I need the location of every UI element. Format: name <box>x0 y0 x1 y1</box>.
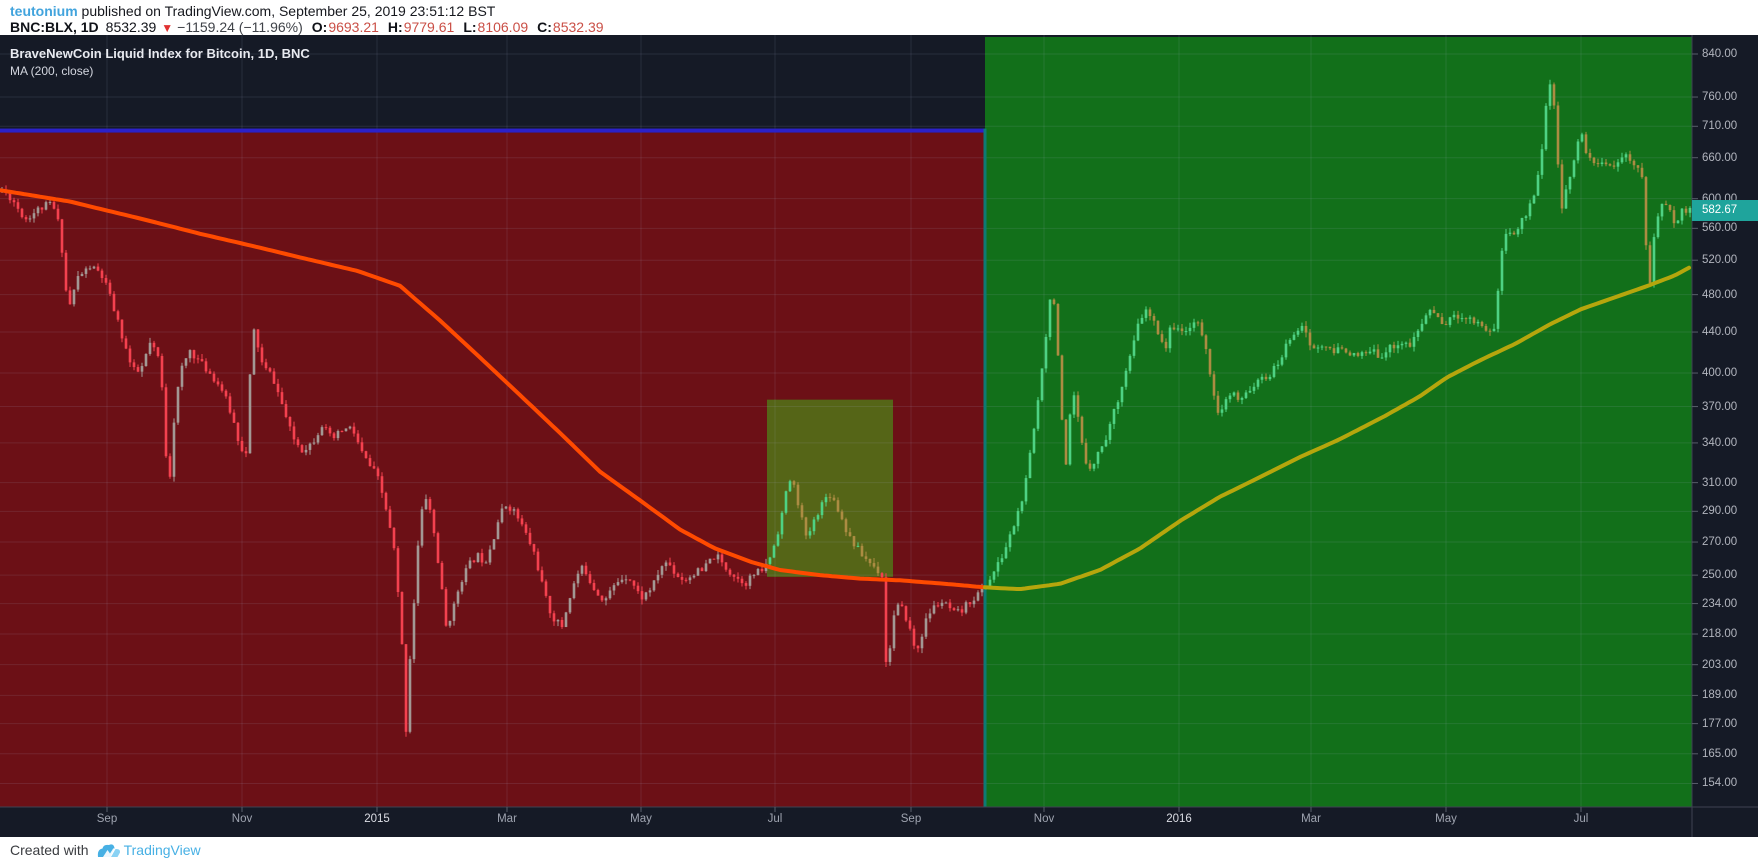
price-axis-label: 290.00 <box>1702 505 1738 518</box>
price-axis-label: 234.00 <box>1702 597 1738 610</box>
price-axis-label: 560.00 <box>1702 222 1738 235</box>
time-axis-label: May <box>1435 813 1457 825</box>
price-down-icon: ▼ <box>161 21 174 35</box>
symbol-label[interactable]: BNC:BLX, 1D <box>10 19 99 35</box>
close-value: 8532.39 <box>552 19 604 35</box>
time-axis-label: Jul <box>767 813 783 825</box>
price-axis-label: 340.00 <box>1702 436 1738 449</box>
price-axis-label: 165.00 <box>1702 747 1738 760</box>
price-axis-label: 760.00 <box>1702 91 1738 104</box>
low-value: 8106.09 <box>477 19 529 35</box>
ma200-bear-segment <box>0 188 986 590</box>
time-axis-label: Mar <box>497 813 517 825</box>
blue-resistance-line[interactable] <box>0 128 985 133</box>
price-axis-label: 520.00 <box>1702 254 1738 267</box>
time-axis-label: Mar <box>1301 813 1321 825</box>
price-axis-label: 660.00 <box>1702 151 1738 164</box>
symbol-status-bar: BNC:BLX, 1D 8532.39 ▼ −1159.24 (−11.96%) O:9… <box>10 19 604 35</box>
time-axis-label: 2016 <box>1166 813 1192 825</box>
price-axis-label: 218.00 <box>1702 628 1738 641</box>
low-label: L: <box>463 19 477 35</box>
price-axis-label: 370.00 <box>1702 400 1738 413</box>
created-with-text: Created with <box>10 842 89 858</box>
price-axis-label: 189.00 <box>1702 689 1738 702</box>
price-axis-label: 310.00 <box>1702 476 1738 489</box>
time-axis-label: Sep <box>96 813 118 825</box>
price-axis-label: 840.00 <box>1702 48 1738 60</box>
candlestick-series <box>0 79 1692 737</box>
price-axis-label: 710.00 <box>1702 120 1738 133</box>
publish-info: teutonium published on TradingView.com, … <box>10 3 495 19</box>
high-label: H: <box>387 19 403 35</box>
time-axis-label: Nov <box>1033 813 1055 825</box>
chart-title: BraveNewCoin Liquid Index for Bitcoin, 1… <box>10 46 310 61</box>
indicator-label[interactable]: MA (200, close) <box>10 64 94 78</box>
price-axis-label: 203.00 <box>1702 658 1738 671</box>
last-price-tag: 582.67 <box>1692 200 1758 222</box>
price-axis-label: 177.00 <box>1702 717 1738 730</box>
open-label: O: <box>311 19 328 35</box>
publish-text: published on TradingView.com, September … <box>77 3 496 19</box>
price-axis-label: 250.00 <box>1702 569 1738 582</box>
trend-divider-line[interactable] <box>983 128 987 808</box>
time-axis-label: Jul <box>1573 813 1589 825</box>
high-value: 9779.61 <box>403 19 455 35</box>
time-axis-label: May <box>630 813 652 825</box>
grid-lines <box>0 35 1692 807</box>
price-axis-label: 270.00 <box>1702 536 1738 549</box>
price-axis-label: 400.00 <box>1702 367 1738 380</box>
open-value: 9693.21 <box>328 19 379 35</box>
price-axis-label: 440.00 <box>1702 326 1738 339</box>
tradingview-brand-link[interactable]: TradingView <box>123 842 201 858</box>
pane-borders <box>0 35 1758 837</box>
time-axis-label: Sep <box>900 813 922 825</box>
trend-regions <box>0 37 1692 808</box>
time-axis-label: Nov <box>231 813 253 825</box>
username-link[interactable]: teutonium <box>10 3 78 19</box>
last-price-value: 8532.39 <box>105 19 157 35</box>
price-axis-label: 154.00 <box>1702 777 1738 790</box>
close-label: C: <box>537 19 552 35</box>
highlight-box <box>767 399 893 577</box>
time-axis-label: 2015 <box>364 813 390 825</box>
tradingview-logo-icon[interactable] <box>97 842 121 858</box>
ma200-bull-segment <box>983 265 1691 591</box>
price-change: −1159.24 (−11.96%) <box>177 19 303 35</box>
ma200-line[interactable] <box>0 188 1691 591</box>
attribution-footer: Created with TradingView <box>10 842 201 858</box>
price-axis-label: 480.00 <box>1702 288 1738 301</box>
